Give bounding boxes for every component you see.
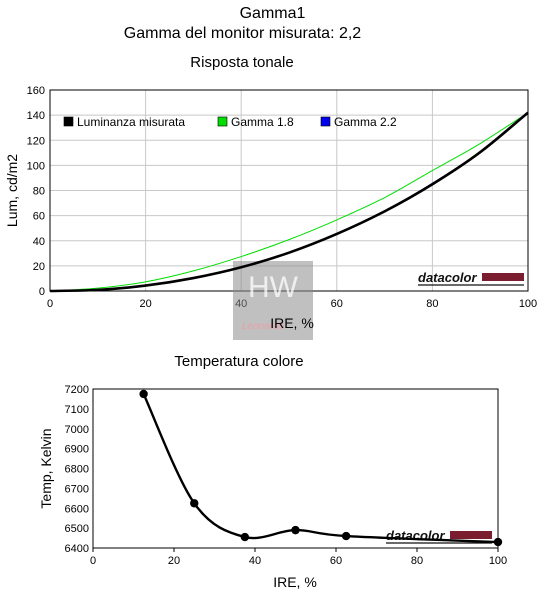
x-tick-label: 60 (330, 555, 342, 567)
y-tick-label: 160 (27, 85, 45, 97)
y-axis-label: Lum, cd/m2 (4, 154, 20, 227)
y-tick-label: 7000 (65, 424, 89, 436)
y-tick-label: 6500 (65, 523, 89, 535)
y-tick-label: 120 (27, 135, 45, 147)
legend-swatch (320, 116, 331, 127)
datacolor-logo-bar (482, 273, 524, 281)
temperature-point (291, 525, 300, 535)
x-axis-label: IRE, % (273, 574, 317, 590)
y-tick-label: 100 (27, 160, 45, 172)
y-tick-label: 0 (39, 286, 45, 298)
temperature-point (139, 389, 148, 399)
y-tick-label: 20 (33, 261, 45, 273)
temperature-line (142, 393, 499, 544)
temperature-point (493, 537, 503, 547)
x-tick-label: 100 (489, 555, 507, 567)
legend-swatch (63, 116, 74, 127)
watermark-box (233, 261, 313, 340)
legend-label: Gamma 1.8 (231, 115, 294, 129)
temperature-point (341, 531, 351, 541)
temperature-point (240, 532, 250, 542)
legend-swatch (217, 116, 228, 127)
x-tick-label: 0 (47, 298, 53, 310)
y-tick-label: 6900 (65, 444, 89, 456)
series-line-1 (49, 112, 529, 292)
color-temp-title: Temperatura colore (174, 353, 303, 370)
y-tick-label: 40 (33, 236, 45, 248)
legend-label: Gamma 2.2 (334, 115, 397, 129)
x-tick-label: 20 (168, 555, 180, 567)
y-tick-label: 140 (27, 110, 45, 122)
x-tick-label: 100 (519, 298, 537, 310)
chart-title: Gamma1 (239, 5, 306, 22)
x-tick-label: 20 (139, 298, 151, 310)
datacolor-logo-text: datacolor (418, 270, 477, 285)
watermark-signature: Leonardo (242, 321, 285, 332)
x-tick-label: 80 (411, 555, 423, 567)
y-tick-label: 80 (33, 186, 45, 198)
datacolor-logo-bar (450, 531, 492, 539)
y-tick-label: 6600 (65, 503, 89, 515)
x-axis-label: IRE, % (270, 315, 314, 331)
x-tick-label: 40 (249, 555, 261, 567)
watermark-monogram-icon: HW (248, 271, 299, 304)
y-tick-label: 6800 (65, 464, 89, 476)
x-tick-label: 60 (331, 298, 343, 310)
plot-frame (92, 388, 499, 549)
y-tick-label: 6700 (65, 483, 89, 495)
gamma-measured-subtitle: Gamma del monitor misurata: 2,2 (123, 25, 362, 42)
series-line-0 (49, 111, 529, 293)
tonal-response-chart: Risposta tonale0204060801000204060801001… (4, 54, 537, 340)
color-temperature-chart: Temperatura colore 0 20 40 60 80 100 6400 6500 66… (38, 353, 507, 590)
x-tick-label: 80 (426, 298, 438, 310)
y-axis-label: Temp, Kelvin (38, 428, 54, 508)
tonal-response-title: Risposta tonale (190, 54, 293, 71)
temperature-point (190, 499, 199, 508)
y-tick-label: 60 (33, 211, 45, 223)
y-tick-label: 6400 (65, 543, 89, 555)
legend-label: Luminanza misurata (77, 115, 185, 129)
y-tick-label: 7100 (65, 404, 89, 416)
y-tick-label: 7200 (65, 384, 89, 396)
x-tick-label: 0 (90, 555, 96, 567)
